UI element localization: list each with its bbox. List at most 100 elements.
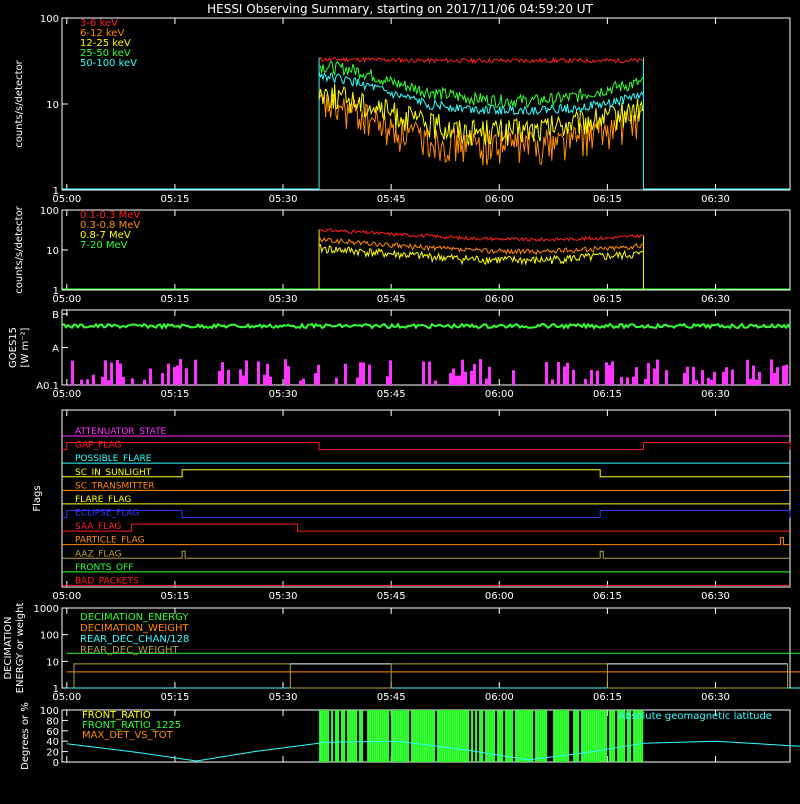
x-tick-label: 05:45 <box>377 194 406 205</box>
x-tick-label: 05:15 <box>161 389 190 400</box>
goes-short-bar <box>752 365 755 385</box>
x-tick-label: 05:30 <box>269 591 298 602</box>
goes-short-bar <box>221 362 224 385</box>
goes-short-bar <box>302 378 305 385</box>
series-line <box>318 237 643 256</box>
front-ratio-bar <box>517 710 520 762</box>
front-ratio-bar <box>641 710 644 762</box>
goes-short-bar <box>461 359 464 385</box>
front-ratio-bar <box>515 710 518 762</box>
front-ratio-bar <box>337 710 340 762</box>
x-tick-label: 05:30 <box>269 692 298 703</box>
front-ratio-bar <box>371 710 374 762</box>
front-ratio-bar <box>553 710 556 762</box>
series-line <box>318 71 644 116</box>
series-line <box>73 663 789 689</box>
goes-short-bar <box>545 362 548 385</box>
x-tick-label: 06:00 <box>485 294 514 305</box>
front-ratio-bar <box>377 710 380 762</box>
goes-short-bar <box>773 372 776 385</box>
goes-short-bar <box>731 369 734 385</box>
y-tick-label: A <box>52 344 59 355</box>
front-ratio-bar <box>327 710 330 762</box>
flag-label: FRONTS_OFF <box>75 563 133 573</box>
series-line <box>318 56 644 65</box>
legend-entry: 50-100 keV <box>80 58 137 69</box>
front-ratio-bar <box>431 710 434 762</box>
front-ratio-bar <box>341 710 344 762</box>
y-tick-label: 10 <box>46 657 59 668</box>
goes-short-bar <box>470 370 473 385</box>
front-ratio-bar <box>403 710 406 762</box>
y-tick-label: 0 <box>53 758 59 769</box>
x-tick-label: 06:00 <box>485 692 514 703</box>
flag-label: SC_IN_SUNLIGHT <box>75 468 152 478</box>
front-ratio-bar <box>425 710 428 762</box>
goes-short-bar <box>287 366 290 385</box>
x-tick-label: 06:15 <box>593 389 622 400</box>
front-ratio-bar <box>353 710 356 762</box>
front-ratio-bar <box>511 710 514 762</box>
y-tick-label: 100 <box>40 706 59 717</box>
goes-short-bar <box>596 370 599 385</box>
front-ratio-bar <box>593 710 596 762</box>
x-tick-label: 06:15 <box>593 294 622 305</box>
goes-short-bar <box>335 377 338 385</box>
goes-short-bar <box>263 374 266 385</box>
front-ratio-bar <box>395 710 398 762</box>
front-ratio-bar <box>379 710 382 762</box>
flag-label: BAD_PACKETS <box>75 576 139 586</box>
goes-short-bar <box>749 378 752 385</box>
legend-entry: Absolute geomagnetic latitude <box>618 711 772 722</box>
x-tick-label: 06:00 <box>485 591 514 602</box>
front-ratio-bar <box>487 710 490 762</box>
legend-entry: MAX_DET_VS_TOT <box>82 730 174 741</box>
front-ratio-bar <box>451 710 454 762</box>
front-ratio-bar <box>479 710 482 762</box>
x-tick-label: 06:15 <box>593 591 622 602</box>
front-ratio-bar <box>355 710 358 762</box>
goes-short-bar <box>770 359 773 385</box>
goes-short-bar <box>479 359 482 385</box>
front-ratio-bar <box>507 710 510 762</box>
front-ratio-bar <box>467 710 470 762</box>
front-ratio-bar <box>617 710 620 762</box>
front-ratio-bar <box>383 710 386 762</box>
front-ratio-bar <box>437 710 440 762</box>
front-ratio-bar <box>417 710 420 762</box>
goes-short-bar <box>722 371 725 385</box>
goes-short-bar <box>683 372 686 385</box>
y-tick-label: 1 <box>53 286 59 297</box>
series-line <box>318 243 644 266</box>
y-tick-label: 100 <box>40 14 59 25</box>
front-ratio-bar <box>621 710 624 762</box>
front-ratio-bar <box>587 710 590 762</box>
legend-entry: DECIMATION_WEIGHT <box>80 623 189 634</box>
x-tick-label: 06:30 <box>701 194 730 205</box>
front-ratio-bar <box>501 710 504 762</box>
flag-label: GAP_FLAG <box>75 441 121 451</box>
goes-short-bar <box>116 359 119 385</box>
x-tick-label: 05:00 <box>52 194 81 205</box>
front-ratio-bar <box>629 710 632 762</box>
goes-short-bar <box>92 374 95 385</box>
goes-short-bar <box>626 377 629 385</box>
goes-short-bar <box>557 361 560 385</box>
goes-short-bar <box>428 361 431 385</box>
front-ratio-bar <box>561 710 564 762</box>
y-axis-label: [W m⁻²] <box>20 327 31 367</box>
front-ratio-bar <box>545 710 548 762</box>
front-ratio-bar <box>459 710 462 762</box>
goes-short-bar <box>362 362 365 385</box>
y-tick-label: 100 <box>40 206 59 217</box>
y-axis-label: counts/s/detector <box>14 59 25 147</box>
front-ratio-bar <box>439 710 442 762</box>
goes-short-bar <box>611 361 614 385</box>
front-ratio-bar <box>493 710 496 762</box>
legend-entry: 12-25 keV <box>80 38 131 49</box>
goes-short-bar <box>185 368 188 385</box>
y-tick-label: 60 <box>46 727 59 738</box>
front-ratio-bar <box>373 710 376 762</box>
front-ratio-bar <box>349 710 352 762</box>
x-tick-label: 06:15 <box>593 194 622 205</box>
